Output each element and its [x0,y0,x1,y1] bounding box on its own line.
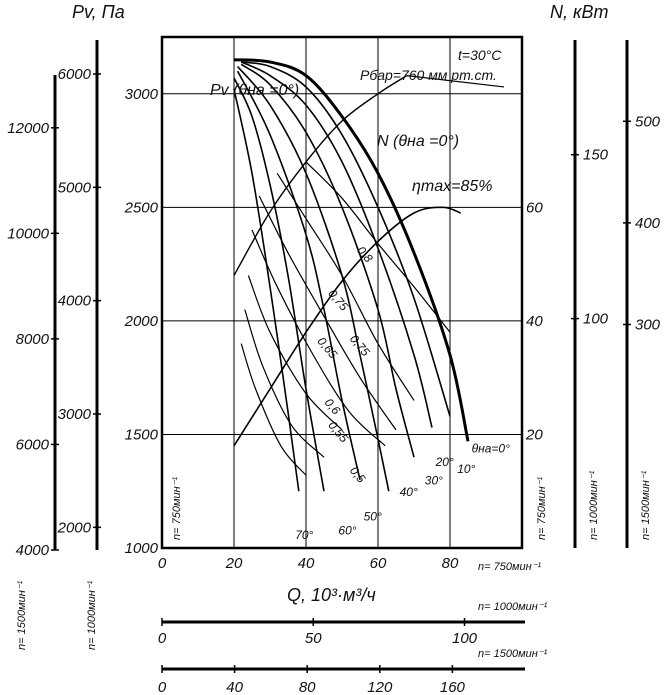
rpm-label-bottom: n= 750мин⁻¹ [478,561,541,573]
pv-curve-0 [233,58,470,442]
eta-max-curve [233,75,408,276]
right-axis-tick-label: 100 [583,311,609,328]
note-pressure: Рбар=760 мм рт.ст. [360,67,497,83]
plot-frame [160,35,524,550]
bottom-axis-tick-label: 50 [305,630,322,647]
pv-curve-6 [233,77,325,492]
x-tick-label: 40 [298,555,315,572]
efficiency-label: 0,75 [347,332,373,359]
left-axis-rpm-label: n= 1000мин⁻¹ [86,580,98,650]
x-tick-label: 0 [158,555,167,572]
left-axis-tick-label: 12000 [7,120,49,137]
pv-curve-3 [240,63,415,458]
right-axis-title: N, кВт [550,2,609,22]
angle-label: 60° [338,523,356,537]
bottom-axis-tick-label: 0 [158,630,167,647]
bottom-axis-rpm-label: n= 1500мин⁻¹ [478,648,548,660]
n-tick-label: 20 [525,426,543,443]
pv-curve-2 [240,61,433,428]
left-axis-tick-label: 8000 [16,331,50,348]
pv-tick-label: 2000 [124,313,159,330]
pv-curve-1 [241,61,451,417]
bottom-axis-tick-label: 40 [226,679,243,695]
rpm-label-right-inner: n= 750мин⁻¹ [536,477,548,540]
left-axis-tick-label: 5000 [58,179,92,196]
right-axis-rpm-label: n= 1000мин⁻¹ [588,470,600,540]
efficiency-line-3 [251,229,386,447]
x-tick-label: 60 [370,555,387,572]
left-axis-tick-label: 6000 [16,436,50,453]
n-curve-label: N (θна =0°) [377,133,459,150]
bottom-axis-tick-label: 80 [299,679,316,695]
chart-grid [162,37,522,548]
bottom-axis-tick-label: 120 [367,679,393,695]
bottom-axis-tick-label: 100 [452,630,478,647]
pv-curve-7 [233,89,300,492]
bottom-axis-rpm-label: n= 1000мин⁻¹ [478,601,548,613]
left-axis-tick-label: 3000 [58,406,92,423]
efficiency-label: 0,75 [325,287,351,314]
n-curve [233,206,462,447]
right-axis-tick-label: 300 [635,316,661,333]
efficiency-line-0 [305,161,451,333]
note-temperature: t=30°C [458,47,502,63]
right-axis-tick-label: 500 [635,113,661,130]
rpm-label-left-inner: n= 750мин⁻¹ [171,477,183,540]
x-axis-title: Q, 10³·м³/ч [287,585,376,605]
eta-label: ηmax=85% [412,178,492,195]
angle-label: 50° [364,510,382,524]
left-axis-tick-label: 4000 [16,542,50,559]
efficiency-line-6 [240,343,307,476]
eta-leader-line [406,75,505,88]
x-tick-label: 20 [225,555,243,572]
efficiency-line-2 [258,195,397,431]
left-axis-rpm-label: n= 1500мин⁻¹ [16,580,28,650]
pv-curve-5 [236,70,361,481]
angle-label: 20° [435,455,454,469]
left-axis-tick-label: 4000 [58,293,92,310]
pv-curve-label: Pv (θна =0°) [210,82,299,99]
x-tick-label: 80 [442,555,459,572]
chart-axes [51,35,631,673]
chart-curves [233,58,505,492]
bottom-axis-tick-label: 0 [158,679,167,695]
angle-label: θна=0° [472,442,510,456]
angle-label: 30° [425,473,443,487]
bottom-axis-tick-label: 160 [440,679,466,695]
n-tick-label: 40 [526,313,543,330]
angle-label: 70° [295,528,313,542]
right-axis-rpm-label: n= 1500мин⁻¹ [640,470,652,540]
left-axis-tick-label: 10000 [7,225,49,242]
efficiency-line-5 [244,309,325,458]
angle-label: 40° [400,485,418,499]
left-axis-tick-label: 6000 [58,66,92,83]
angle-label: 10° [457,462,475,476]
efficiency-line-4 [247,275,343,431]
pv-tick-label: 1000 [125,540,159,557]
right-axis-tick-label: 150 [583,147,609,164]
efficiency-line-1 [276,172,415,401]
pv-tick-label: 2500 [124,199,159,216]
left-axis-title: Pv, Па [72,2,125,22]
pv-tick-label: 1500 [125,426,159,443]
n-tick-label: 60 [526,199,543,216]
pv-tick-label: 3000 [125,86,159,103]
left-axis-tick-label: 2000 [57,519,92,536]
right-axis-tick-label: 400 [635,215,661,232]
efficiency-label: 0,5 [347,464,369,486]
